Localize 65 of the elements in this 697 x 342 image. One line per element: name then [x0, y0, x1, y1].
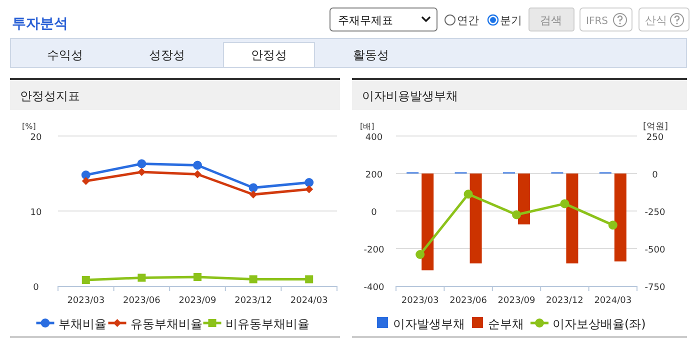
y-tick-label: -200	[364, 246, 384, 256]
y2-tick-label: 250	[646, 133, 664, 143]
point	[512, 210, 521, 220]
point	[194, 273, 202, 281]
y2-tick-label: 0	[652, 170, 658, 180]
x-tick-label: 2023/12	[546, 296, 584, 306]
x-tick-label: 2023/12	[234, 296, 272, 306]
x-tick-label: 2023/06	[123, 296, 161, 306]
y2-tick-label: -750	[644, 283, 666, 293]
text: 검색	[540, 14, 562, 27]
point	[138, 274, 146, 282]
point	[138, 168, 146, 176]
y-axis-title: [%]	[22, 122, 36, 131]
point	[608, 220, 618, 230]
text: 분기	[500, 14, 522, 27]
point	[82, 177, 90, 185]
point	[304, 178, 314, 187]
point	[416, 250, 425, 259]
text: 수익성	[47, 48, 83, 62]
y-tick-label: 20	[30, 133, 42, 143]
point	[305, 185, 314, 194]
text: 활동성	[353, 48, 389, 62]
point	[137, 159, 146, 168]
point	[193, 160, 202, 170]
legend-label: 유동부채비율	[130, 317, 202, 331]
chart-title: 이자비용발생부채	[362, 89, 458, 103]
y-tick-label: 0	[33, 283, 40, 293]
x-tick-label: 2024/03	[594, 296, 632, 306]
y-axis-title: [배]	[360, 122, 374, 131]
x-tick-label: 2023/03	[67, 296, 105, 306]
legend-label: 이자발생부채	[393, 317, 465, 331]
x-tick-label: 2023/09	[178, 296, 216, 306]
point	[82, 276, 90, 284]
point	[194, 170, 202, 178]
text: IFRS	[586, 16, 608, 27]
legend-label: 비유동부채비율	[225, 317, 310, 331]
point	[464, 190, 473, 199]
x-tick-label: 2023/06	[450, 296, 488, 306]
x-tick-label: 2023/09	[498, 296, 536, 306]
point	[305, 275, 314, 284]
y2-axis-title: [억원]	[643, 122, 668, 132]
text: 안정성	[251, 48, 287, 62]
text: 산식	[645, 14, 667, 27]
y2-tick-label: -250	[644, 208, 666, 218]
y-tick-label: 400	[365, 133, 383, 143]
x-tick-label: 2023/03	[401, 296, 439, 306]
point	[249, 275, 258, 284]
y-tick-label: 0	[371, 208, 378, 218]
point	[249, 190, 258, 198]
y-tick-label: 10	[30, 208, 42, 218]
text: 성장성	[149, 48, 185, 62]
legend-label: 이자보상배율(좌)	[552, 317, 646, 331]
point	[248, 183, 258, 192]
chart-title: 안정성지표	[20, 89, 80, 103]
text: 투자분석	[12, 16, 68, 32]
point	[560, 199, 570, 208]
x-tick-label: 2024/03	[290, 296, 328, 306]
point	[81, 170, 90, 180]
y-tick-label: -400	[364, 283, 384, 293]
legend-label: 순부채	[488, 317, 524, 331]
text: 주재무제표	[338, 14, 393, 27]
legend-label: 부채비율	[58, 317, 106, 331]
y2-tick-label: -500	[644, 246, 666, 256]
text: 연간	[457, 14, 479, 27]
y-tick-label: 200	[365, 170, 383, 180]
